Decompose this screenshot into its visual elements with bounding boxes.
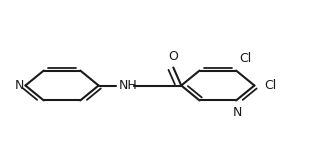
Text: N: N <box>15 79 24 92</box>
Text: Cl: Cl <box>239 52 252 64</box>
Text: Cl: Cl <box>264 79 276 92</box>
Text: N: N <box>233 106 242 119</box>
Text: O: O <box>168 50 178 63</box>
Text: NH: NH <box>119 79 138 92</box>
